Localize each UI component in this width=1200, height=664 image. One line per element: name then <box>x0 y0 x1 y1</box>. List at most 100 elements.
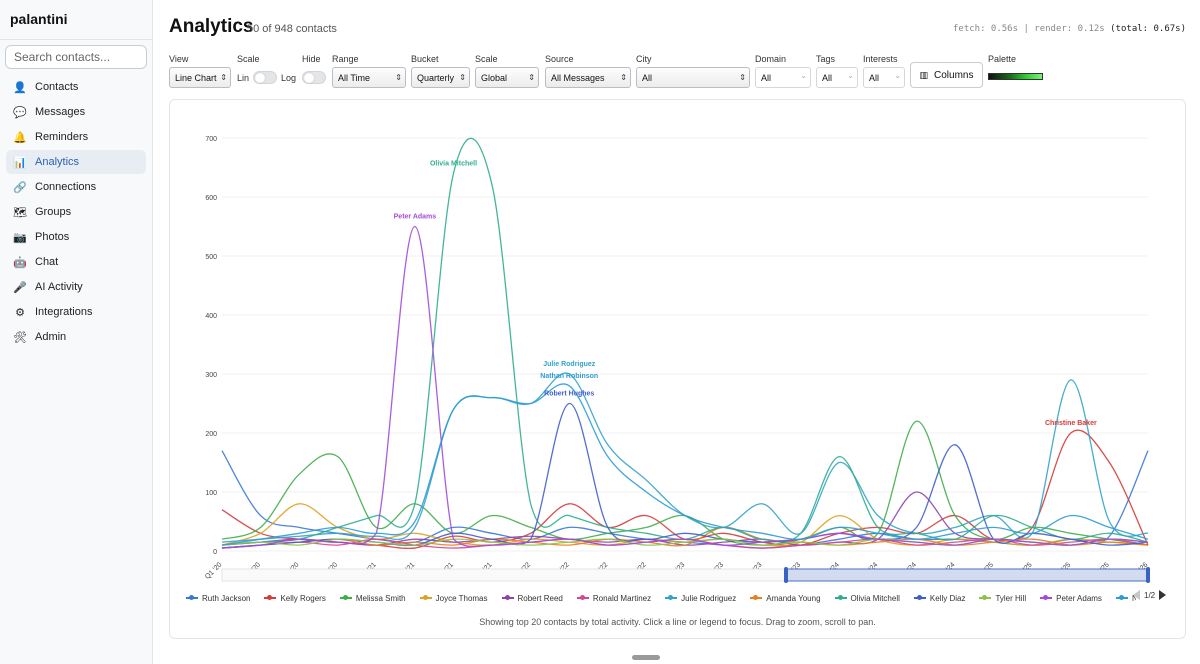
columns-button-label: Columns <box>934 69 974 81</box>
y-tick-label: 100 <box>205 490 217 497</box>
city-label: City <box>636 54 652 64</box>
legend-item[interactable]: Kelly Diaz <box>913 591 966 605</box>
legend-item[interactable]: Ruth Jackson <box>186 591 250 605</box>
range-slider-selection[interactable] <box>785 568 1149 582</box>
integrations-icon: ⚙ <box>15 306 25 319</box>
view-label: View <box>169 54 189 64</box>
resize-handle[interactable] <box>632 655 660 660</box>
sidebar-item-messages[interactable]: 💬 Messages <box>6 100 146 124</box>
legend-item[interactable]: Amanda Young <box>750 591 821 605</box>
legend-swatch <box>501 595 514 600</box>
lin-label: Lin <box>237 72 250 83</box>
sidebar-item-label: Admin <box>35 331 67 343</box>
legend-item[interactable]: Melissa Smith <box>339 591 406 605</box>
hide-toggle[interactable] <box>302 71 326 84</box>
sidebar-item-integrations[interactable]: ⚙ Integrations <box>6 300 146 324</box>
sidebar-item-label: Analytics <box>35 156 80 168</box>
scale-select[interactable]: Global <box>475 67 539 88</box>
photos-icon: 📷 <box>13 231 27 244</box>
sidebar-item-admin[interactable]: 🛠 Admin <box>6 325 146 349</box>
series-annotation: Robert Hughes <box>544 391 594 398</box>
legend-item[interactable]: Julie Rodriguez <box>665 591 736 605</box>
legend-label: Peter Adams <box>1056 593 1102 603</box>
y-tick-label: 300 <box>205 372 217 379</box>
sidebar-item-photos[interactable]: 📷 Photos <box>6 225 146 249</box>
y-tick-label: 0 <box>213 549 217 556</box>
city-select[interactable]: All <box>636 67 750 88</box>
brand-logo[interactable]: palantini <box>0 0 152 40</box>
legend-swatch <box>834 595 847 600</box>
range-slider-handle[interactable] <box>1146 567 1150 583</box>
y-tick-label: 400 <box>205 313 217 320</box>
legend-item[interactable]: Ronald Martinez <box>576 591 652 605</box>
source-select[interactable]: All Messages <box>545 67 631 88</box>
legend-label: Kelly Diaz <box>929 593 966 603</box>
series-annotation: Olivia Mitchell <box>430 160 477 167</box>
legend-prev-icon[interactable] <box>1133 590 1140 600</box>
legend-item[interactable]: Tyler Hill <box>979 591 1026 605</box>
chart-card: 0 100 200 300 400 500 600 700 Olivia Mitchell Pet… <box>169 99 1186 639</box>
legend-item[interactable]: Peter Adams <box>1040 591 1102 605</box>
domain-select[interactable]: All <box>755 67 811 88</box>
series-line[interactable] <box>221 137 1149 546</box>
sidebar-item-label: Integrations <box>35 306 93 318</box>
legend-label: Ronald Martinez <box>592 593 652 603</box>
palette-swatch[interactable] <box>988 73 1043 80</box>
palette-label: Palette <box>988 54 1017 64</box>
columns-icon: ▥ <box>919 69 929 80</box>
series-line[interactable] <box>221 402 1149 549</box>
reminders-icon: 🔔 <box>13 131 27 144</box>
columns-button[interactable]: ▥ Columns <box>910 62 983 88</box>
legend-swatch <box>665 595 678 600</box>
sidebar-item-label: Reminders <box>35 131 89 143</box>
sidebar-item-ai-activity[interactable]: 🎤 AI Activity <box>6 275 146 299</box>
sidebar-item-label: AI Activity <box>35 281 83 293</box>
search-input[interactable] <box>5 45 147 69</box>
sidebar-item-groups[interactable]: 🗺 Groups <box>6 200 146 224</box>
log-label: Log <box>281 72 297 83</box>
hide-control: Hide <box>302 54 330 84</box>
admin-icon: 🛠 <box>13 331 27 344</box>
legend-next-icon[interactable] <box>1159 590 1167 600</box>
view-select[interactable]: Line Chart <box>169 67 231 88</box>
city-control: City All <box>636 54 750 88</box>
sidebar-item-contacts[interactable]: 👤 Contacts <box>6 75 146 99</box>
main-panel: Analytics 50 of 948 contacts fetch: 0.56… <box>153 0 1200 664</box>
series-line[interactable] <box>221 372 1149 543</box>
interests-select[interactable]: All <box>863 67 905 88</box>
scale-label: Scale <box>475 54 498 64</box>
source-label: Source <box>545 54 574 64</box>
sidebar-item-label: Photos <box>35 231 70 243</box>
legend-label: Kelly Rogers <box>280 593 326 603</box>
line-chart[interactable]: 0 100 200 300 400 500 600 700 Olivia Mitchell Pet… <box>170 100 1185 590</box>
bucket-select[interactable]: Quarterly <box>411 67 470 88</box>
legend-swatch <box>1040 595 1053 600</box>
legend-label: Robert Reed <box>517 593 563 603</box>
sidebar-item-analytics[interactable]: 📊 Analytics <box>6 150 146 174</box>
tags-control: Tags All <box>816 54 858 88</box>
tags-select[interactable]: All <box>816 67 858 88</box>
legend-swatch <box>750 595 763 600</box>
legend-swatch <box>913 595 926 600</box>
groups-icon: 🗺 <box>13 206 27 219</box>
series-line[interactable] <box>221 383 1149 546</box>
range-control: Range All Time <box>332 54 406 88</box>
legend-item[interactable]: Olivia Mitchell <box>834 591 900 605</box>
legend-swatch <box>576 595 589 600</box>
page-title: Analytics <box>169 16 254 37</box>
sidebar-item-chat[interactable]: 🤖 Chat <box>6 250 146 274</box>
legend-item[interactable]: Robert Reed <box>501 591 563 605</box>
legend-item[interactable]: Kelly Rogers <box>264 591 326 605</box>
series-line[interactable] <box>221 526 1149 549</box>
range-slider-handle[interactable] <box>784 567 788 583</box>
sidebar-item-reminders[interactable]: 🔔 Reminders <box>6 125 146 149</box>
sidebar-nav: 👤 Contacts 💬 Messages 🔔 Reminders 📊 Analytics 🔗 C… <box>0 75 152 349</box>
log-scale-toggle[interactable] <box>253 71 278 84</box>
range-select[interactable]: All Time <box>332 67 406 88</box>
series-line[interactable] <box>221 225 1149 549</box>
legend-label: Melissa Smith <box>355 593 406 603</box>
legend-label: Tyler Hill <box>995 593 1027 603</box>
legend-item[interactable]: Joyce Thomas <box>419 591 488 605</box>
y-tick-label: 500 <box>205 254 217 261</box>
sidebar-item-connections[interactable]: 🔗 Connections <box>6 175 146 199</box>
